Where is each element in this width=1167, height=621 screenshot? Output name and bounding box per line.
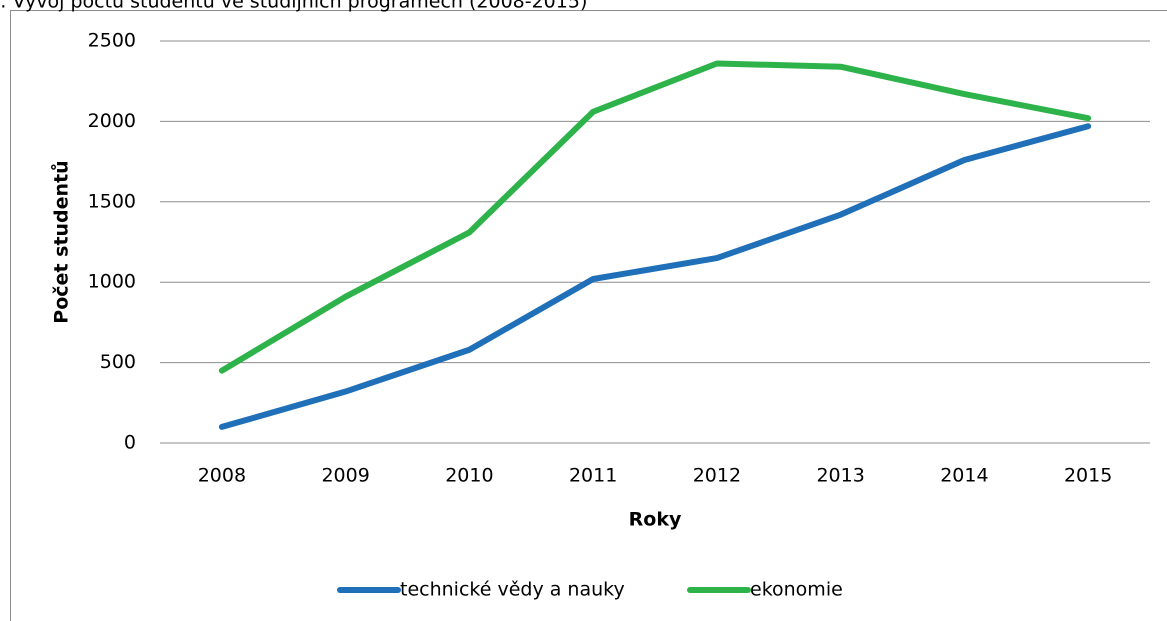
x-tick-label: 2013 <box>816 465 864 487</box>
y-tick-label: 0 <box>124 432 136 454</box>
y-tick-label: 2000 <box>88 110 136 132</box>
y-tick-label: 2500 <box>88 30 136 52</box>
y-tick-label: 1000 <box>88 271 136 293</box>
legend-label: ekonomie <box>750 579 843 601</box>
x-tick-label: 2015 <box>1064 465 1112 487</box>
x-tick-label: 2014 <box>940 465 988 487</box>
line-series <box>218 60 1092 374</box>
y-tick-label: 500 <box>100 351 136 373</box>
x-tick-label: 2008 <box>198 465 246 487</box>
y-tick-label: 1500 <box>88 190 136 212</box>
legend-label: technické vědy a nauky <box>400 579 625 601</box>
x-tick-label: 2009 <box>321 465 369 487</box>
chart-title: 2: Vývoj počtu studentů ve studijních pr… <box>0 0 587 13</box>
x-tick-label: 2012 <box>693 465 741 487</box>
x-axis-label: Roky <box>629 509 682 531</box>
x-tick-label: 2011 <box>569 465 617 487</box>
y-axis-label: Počet studentů <box>50 160 73 323</box>
line-series <box>218 123 1092 430</box>
x-tick-label: 2010 <box>445 465 493 487</box>
